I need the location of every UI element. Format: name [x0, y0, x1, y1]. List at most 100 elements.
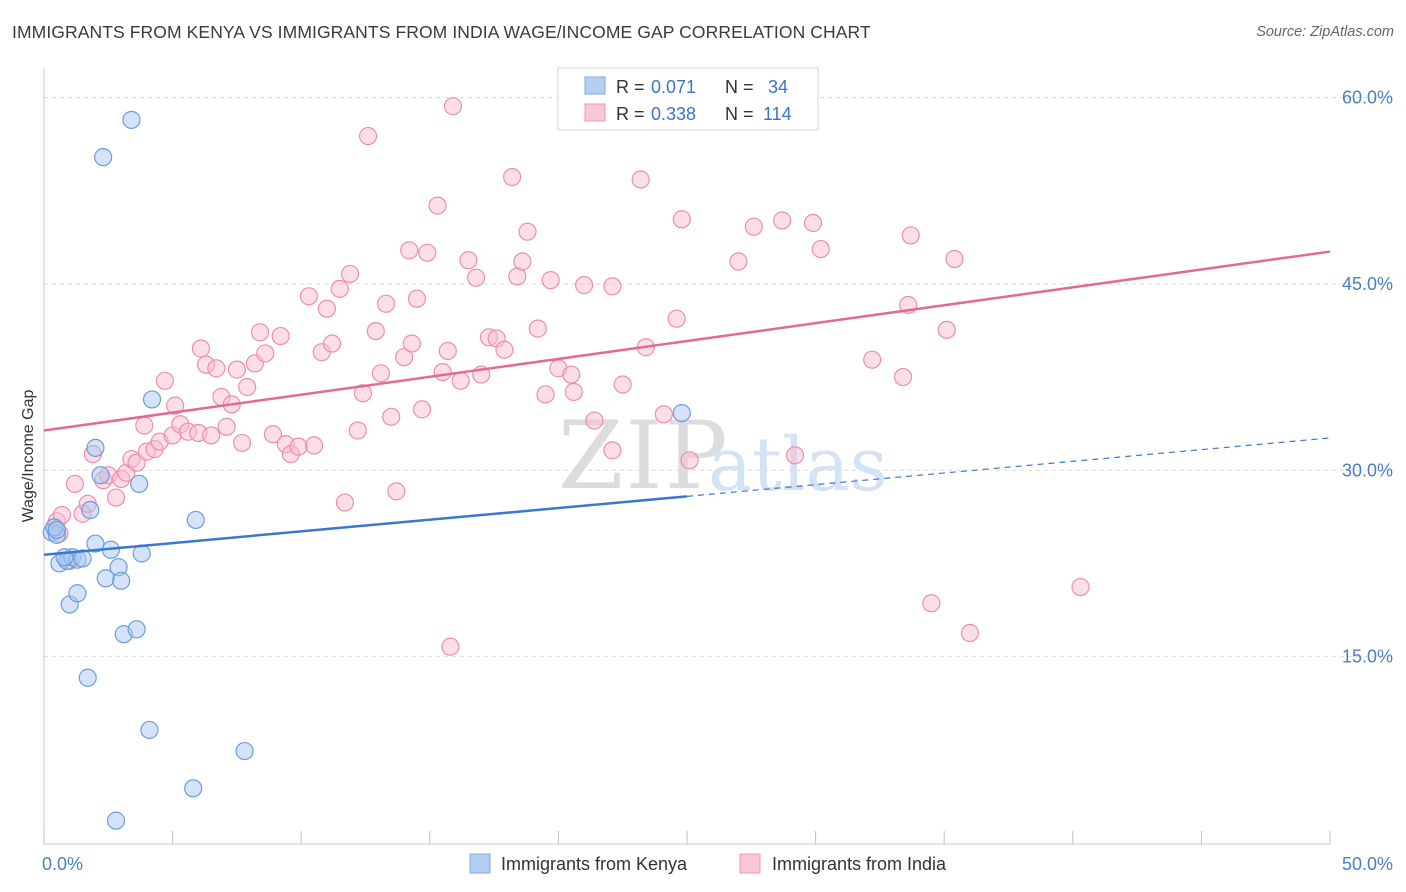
india-point-22 — [166, 396, 185, 415]
watermark: ZIP atlas — [558, 402, 888, 511]
kenya-point-12 — [91, 466, 110, 485]
india-point-94 — [654, 405, 673, 424]
india-point-86 — [564, 382, 583, 402]
india-point-57 — [376, 294, 396, 313]
india-point-112 — [1071, 577, 1090, 597]
india-point-54 — [358, 126, 378, 146]
india-point-40 — [271, 326, 290, 346]
india-point-15 — [127, 453, 146, 472]
india-point-67 — [433, 362, 452, 382]
kenya-point-26 — [186, 510, 205, 530]
india-point-43 — [289, 437, 308, 456]
india-point-104 — [863, 350, 882, 369]
india-point-110 — [945, 249, 964, 269]
x-tick-label-0: 0.0% — [42, 854, 83, 874]
chart-title: IMMIGRANTS FROM KENYA VS IMMIGRANTS FROM… — [12, 22, 871, 42]
india-point-52 — [348, 421, 367, 440]
india-point-101 — [785, 446, 805, 465]
india-point-55 — [366, 321, 385, 341]
india-point-47 — [317, 299, 337, 318]
kenya-point-16 — [112, 571, 131, 590]
india-point-56 — [371, 364, 391, 383]
kenya-point-11 — [86, 438, 105, 457]
india-point-92 — [631, 170, 650, 189]
india-point-66 — [428, 196, 447, 215]
trendline-india — [43, 250, 1331, 432]
kenya-point-29 — [106, 811, 126, 830]
india-point-69 — [443, 97, 463, 116]
india-point-72 — [466, 268, 486, 287]
legend-kenya-r-value: 0.071 — [651, 77, 696, 97]
points-india — [45, 97, 1090, 656]
legend-india-n-value: 114 — [763, 104, 792, 124]
trendline-kenya-extension — [686, 437, 1331, 497]
india-point-109 — [937, 320, 956, 339]
legend-bottom: Immigrants from Kenya Immigrants from In… — [469, 853, 947, 874]
india-point-58 — [382, 407, 401, 426]
india-point-100 — [773, 211, 792, 230]
india-point-98 — [729, 252, 748, 271]
india-point-80 — [518, 222, 537, 241]
kenya-point-30 — [672, 403, 691, 423]
india-point-105 — [893, 367, 913, 387]
india-point-5 — [65, 474, 84, 494]
india-point-82 — [536, 385, 555, 404]
india-point-37 — [250, 323, 270, 342]
india-point-59 — [387, 482, 406, 501]
india-point-61 — [400, 241, 419, 260]
india-point-39 — [263, 425, 283, 444]
legend-swatch-kenya — [584, 76, 606, 95]
india-point-53 — [353, 384, 373, 403]
watermark-zip: ZIP — [558, 402, 730, 511]
india-point-95 — [667, 309, 686, 328]
legend-bottom-swatch-kenya — [469, 853, 491, 874]
y-tick-label-60: 60.0% — [1342, 88, 1393, 108]
x-tick-labels: 0.0% 50.0% — [42, 854, 1393, 874]
india-point-91 — [613, 375, 632, 394]
india-point-76 — [495, 340, 514, 359]
kenya-point-19 — [130, 474, 149, 494]
kenya-point-24 — [94, 148, 113, 167]
x-tick-label-50: 50.0% — [1342, 854, 1393, 874]
y-tick-label-45: 45.0% — [1342, 274, 1393, 294]
india-point-65 — [418, 243, 437, 262]
kenya-point-32 — [47, 520, 66, 539]
india-point-77 — [503, 167, 522, 187]
legend-kenya-r-label: R = — [616, 77, 645, 97]
india-point-111 — [960, 623, 980, 643]
india-point-81 — [528, 319, 547, 338]
kenya-point-21 — [142, 390, 162, 409]
legend-bottom-label-india: Immigrants from India — [772, 854, 947, 874]
india-point-49 — [330, 279, 349, 298]
india-point-26 — [191, 339, 210, 358]
india-point-28 — [202, 426, 221, 445]
source-credit: Source: ZipAtlas.com — [1256, 24, 1394, 40]
india-point-51 — [340, 264, 360, 284]
india-point-88 — [585, 411, 604, 430]
india-point-60 — [394, 348, 414, 367]
india-point-89 — [603, 441, 622, 460]
y-tick-label-30: 30.0% — [1342, 460, 1393, 480]
kenya-point-23 — [78, 668, 97, 687]
india-point-87 — [575, 276, 594, 295]
legend-india-r-value: 0.338 — [651, 104, 696, 124]
india-point-20 — [155, 371, 174, 390]
trendlines — [43, 250, 1331, 556]
legend-bottom-swatch-india — [739, 853, 761, 874]
india-point-63 — [407, 289, 427, 308]
legend-swatch-india — [584, 103, 606, 122]
legend-kenya-n-value: 34 — [768, 77, 788, 97]
india-point-35 — [238, 377, 257, 397]
india-point-31 — [217, 417, 236, 436]
india-point-29 — [207, 359, 226, 378]
india-point-103 — [811, 239, 830, 259]
trendline-kenya — [43, 495, 688, 556]
trend-dashed — [686, 437, 1331, 497]
india-point-38 — [256, 344, 275, 363]
india-point-68 — [438, 341, 457, 361]
y-axis-label: Wage/Income Gap — [20, 390, 37, 523]
india-point-62 — [402, 334, 421, 353]
y-tick-labels: 15.0% 30.0% 45.0% 60.0% — [1342, 88, 1393, 667]
india-point-48 — [322, 334, 342, 353]
india-point-96 — [672, 210, 691, 229]
